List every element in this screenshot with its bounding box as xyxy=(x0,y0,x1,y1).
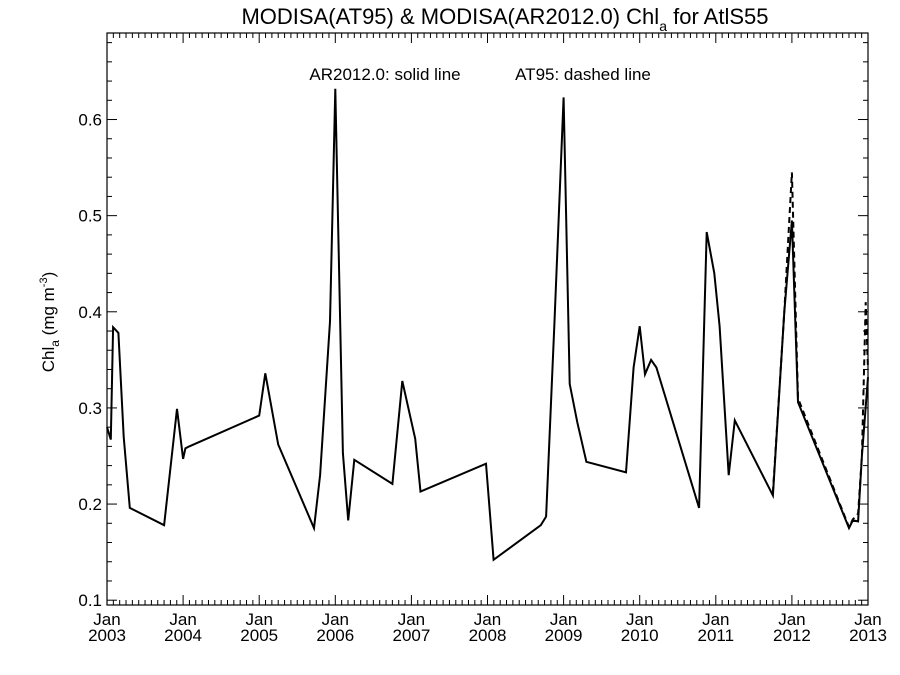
axis-ticks xyxy=(106,33,869,605)
y-tick-label: 0.3 xyxy=(78,399,102,418)
plot-frame xyxy=(106,32,869,606)
chart-title-main: MODISA(AT95) & MODISA(AR2012.0) Chl xyxy=(241,4,659,29)
x-tick-label-month: Jan xyxy=(322,610,349,629)
y-axis-label-close: ) xyxy=(39,272,58,278)
x-tick-label-year: 2003 xyxy=(88,626,126,645)
x-tick-label-month: Jan xyxy=(702,610,729,629)
x-tick-label-month: Jan xyxy=(245,610,272,629)
y-axis-label: Chla (mg m-3) xyxy=(38,272,62,373)
x-tick-label-year: 2012 xyxy=(773,626,811,645)
x-tick-label-month: Jan xyxy=(626,610,653,629)
series-solid-line xyxy=(106,88,869,562)
x-tick-label-year: 2008 xyxy=(469,626,507,645)
series-layer xyxy=(106,88,869,562)
x-tick-label-month: Jan xyxy=(474,610,501,629)
x-tick-label-month: Jan xyxy=(398,610,425,629)
x-tick-label-year: 2004 xyxy=(164,626,202,645)
x-tick-label-month: Jan xyxy=(778,610,805,629)
chart-title-subscript: a xyxy=(659,18,667,34)
x-tick-label-year: 2006 xyxy=(316,626,354,645)
series-dashed-line xyxy=(771,172,869,530)
chart-title-tail: for AtlS55 xyxy=(667,4,769,29)
y-tick-labels: 0.1 0.2 0.3 0.4 0.5 0.6 xyxy=(78,111,102,611)
chart-title: MODISA(AT95) & MODISA(AR2012.0) Chla for… xyxy=(241,4,768,34)
y-tick-label: 0.1 xyxy=(78,591,102,610)
y-tick-label: 0.5 xyxy=(78,207,102,226)
x-tick-label-year: 2013 xyxy=(849,626,887,645)
x-tick-label-year: 2009 xyxy=(545,626,583,645)
annotation-dashed-line: AT95: dashed line xyxy=(515,65,651,84)
x-tick-label-month: Jan xyxy=(854,610,881,629)
x-tick-label-year: 2010 xyxy=(621,626,659,645)
plot-area xyxy=(106,32,869,606)
x-tick-label-month: Jan xyxy=(169,610,196,629)
x-tick-label-year: 2007 xyxy=(392,626,430,645)
y-axis-label-unit: (mg m xyxy=(39,287,58,340)
x-tick-labels: Jan2003Jan2004Jan2005Jan2006Jan2007Jan20… xyxy=(88,610,887,645)
annotation-solid-line: AR2012.0: solid line xyxy=(309,65,460,84)
y-tick-label: 0.6 xyxy=(78,111,102,130)
y-tick-label: 0.4 xyxy=(78,303,102,322)
y-axis-label-exponent: -3 xyxy=(38,277,50,287)
y-axis-label-subscript: a xyxy=(48,340,62,347)
x-tick-label-month: Jan xyxy=(550,610,577,629)
y-tick-label: 0.2 xyxy=(78,495,102,514)
x-tick-label-year: 2011 xyxy=(698,626,735,645)
x-tick-label-month: Jan xyxy=(93,610,120,629)
x-tick-label-year: 2005 xyxy=(240,626,278,645)
y-axis-label-main: Chl xyxy=(39,347,58,373)
